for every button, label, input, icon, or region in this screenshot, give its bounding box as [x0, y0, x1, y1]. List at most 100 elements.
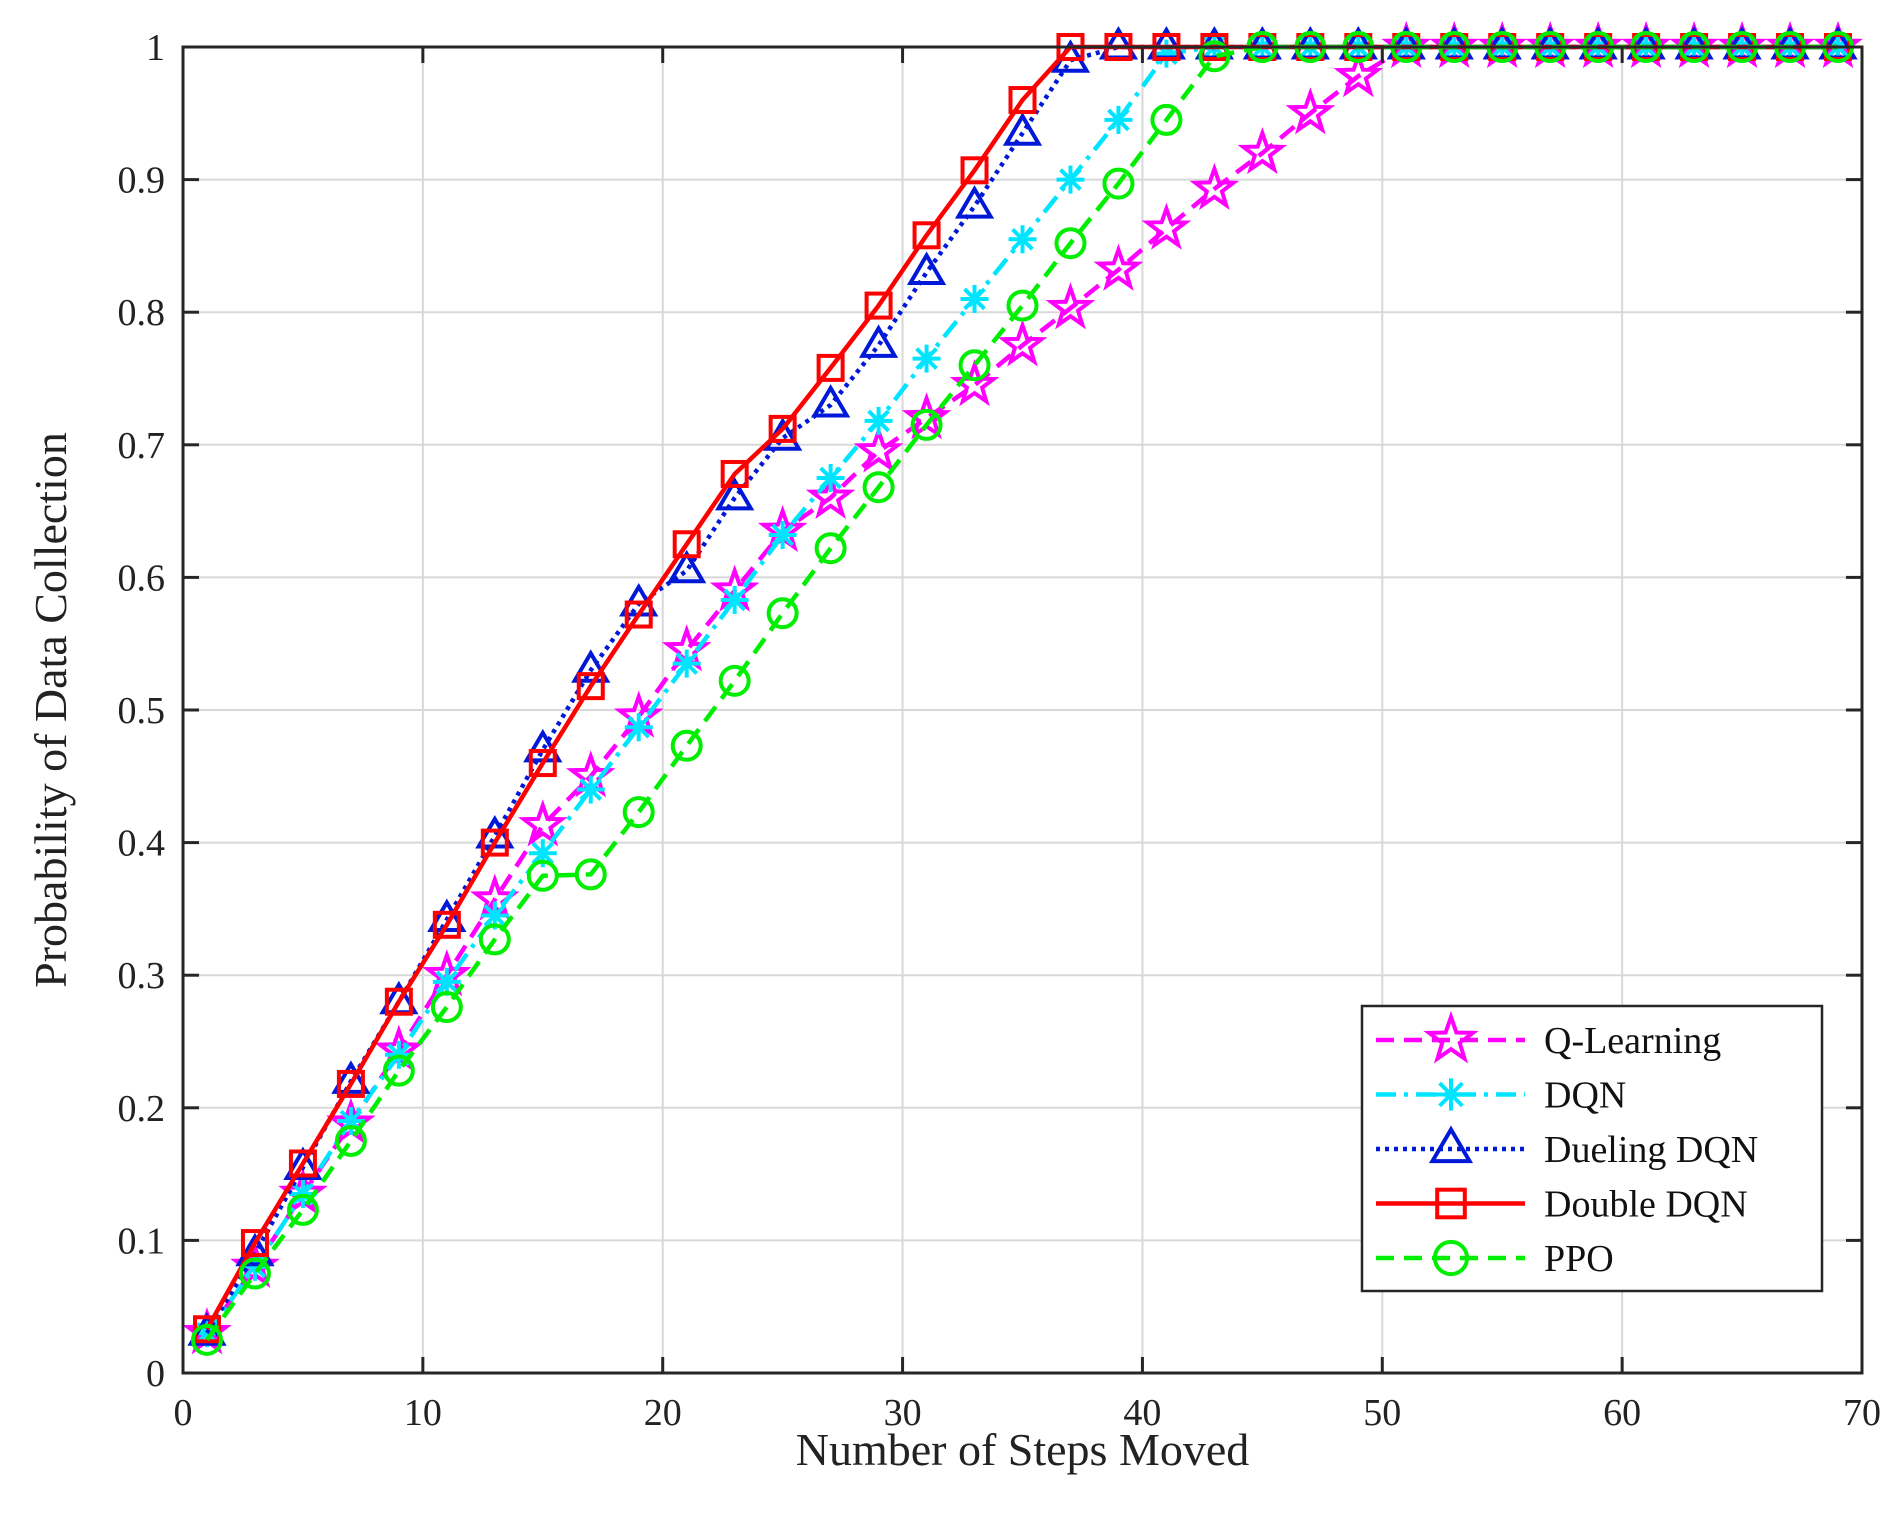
data-point — [670, 729, 703, 762]
y-tick-label: 0.9 — [118, 160, 166, 202]
data-point — [715, 476, 755, 511]
data-point — [810, 384, 851, 418]
legend-item: PPO — [1376, 1238, 1614, 1280]
asterisk-stroke — [723, 588, 746, 612]
asterisk-stroke — [963, 287, 986, 311]
data-point — [240, 1229, 269, 1258]
legend-item: Dueling DQN — [1376, 1125, 1758, 1171]
data-point — [912, 344, 941, 373]
y-tick-label: 0 — [146, 1353, 165, 1395]
data-point — [997, 319, 1048, 367]
data-point — [768, 414, 797, 443]
data-point — [334, 1124, 367, 1157]
data-point — [571, 649, 611, 683]
data-point — [816, 353, 845, 382]
asterisk-stroke — [1107, 108, 1130, 132]
data-point — [574, 858, 607, 891]
y-tick-label: 0.2 — [118, 1088, 166, 1130]
legend-item: DQN — [1376, 1075, 1626, 1117]
data-point — [190, 1323, 223, 1356]
axis-ticks — [181, 45, 1864, 1375]
x-tick-label: 10 — [404, 1392, 442, 1434]
data-point — [382, 1054, 415, 1087]
asterisk-stroke — [1011, 227, 1034, 251]
x-tick-label: 0 — [174, 1392, 193, 1434]
x-tick-label: 30 — [884, 1392, 922, 1434]
data-point — [853, 425, 904, 473]
data-point — [1104, 105, 1133, 134]
x-tick-label: 20 — [644, 1392, 682, 1434]
data-point — [672, 649, 701, 678]
data-point — [331, 1060, 371, 1094]
data-point — [1285, 87, 1336, 135]
data-point — [1189, 162, 1240, 210]
data-point — [864, 291, 893, 320]
data-point — [576, 775, 605, 804]
data-point — [768, 520, 797, 549]
data-point — [958, 349, 991, 382]
data-point — [384, 987, 413, 1016]
data-point — [480, 828, 509, 857]
data-point — [1008, 225, 1037, 254]
data-point — [1198, 40, 1231, 73]
legend: Q-Learning DQN Dueling DQN Double DQN PPO — [1360, 1004, 1824, 1293]
data-point — [478, 923, 511, 956]
y-tick-label: 1 — [146, 27, 165, 69]
x-tick-label: 60 — [1603, 1392, 1641, 1434]
data-point — [622, 796, 655, 829]
x-tick-label: 40 — [1123, 1392, 1161, 1434]
data-point — [954, 185, 995, 219]
data-point — [718, 664, 751, 697]
y-tick-label: 0.8 — [118, 292, 166, 334]
asterisk-stroke — [1438, 1081, 1464, 1108]
legend-marker — [1423, 1010, 1479, 1064]
data-point — [430, 991, 463, 1024]
legend-label: Dueling DQN — [1544, 1129, 1758, 1171]
y-tick-label: 0.4 — [118, 823, 166, 865]
data-point — [1237, 126, 1288, 175]
asterisk-stroke — [867, 409, 890, 433]
y-tick-label: 0.1 — [118, 1220, 166, 1262]
data-point — [864, 406, 893, 435]
legend-item: Q-Learning — [1376, 1010, 1721, 1064]
grid-lines — [182, 46, 1863, 1374]
data-point — [576, 672, 605, 701]
data-point — [906, 251, 947, 285]
data-point — [1141, 202, 1192, 250]
legend-marker — [1435, 1187, 1467, 1220]
data-point — [1008, 86, 1037, 115]
data-point — [526, 859, 559, 892]
data-point — [1150, 103, 1183, 136]
data-point — [1054, 227, 1087, 260]
legend-marker — [1434, 1078, 1468, 1111]
data-point — [862, 471, 895, 504]
data-point — [1056, 165, 1085, 194]
asterisk-stroke — [915, 347, 938, 370]
legend-marker — [1432, 1239, 1470, 1277]
data-point — [720, 585, 749, 614]
data-point — [1006, 289, 1039, 322]
asterisk-stroke — [1059, 168, 1082, 191]
legend-label: PPO — [1544, 1238, 1614, 1280]
tick-labels: 0 10 20 30 40 50 60 70 0 0.1 0.2 0.3 0.4 0.5 0.6 0.7 0.8… — [118, 27, 1882, 1434]
data-point — [238, 1257, 271, 1290]
data-point — [517, 799, 568, 847]
data-point — [427, 898, 467, 933]
x-tick-label: 50 — [1363, 1392, 1401, 1434]
y-tick-label: 0.6 — [118, 557, 166, 599]
data-point — [910, 408, 943, 441]
data-point — [235, 1232, 275, 1267]
data-point — [1333, 50, 1384, 98]
data-point — [528, 749, 557, 778]
data-point — [283, 1146, 323, 1181]
asterisk-stroke — [435, 970, 459, 994]
data-point — [672, 530, 701, 559]
asterisk-stroke — [819, 466, 842, 490]
data-point — [805, 471, 856, 519]
data-point — [960, 284, 989, 313]
data-point — [816, 463, 845, 492]
data-point — [766, 597, 799, 630]
legend-label: DQN — [1544, 1075, 1626, 1117]
